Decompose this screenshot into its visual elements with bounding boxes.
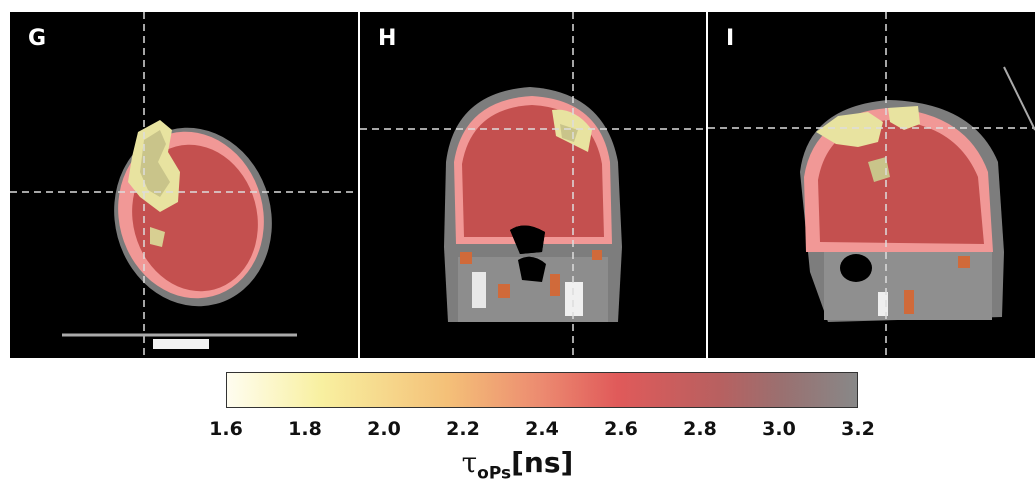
panel-g-axial: G xyxy=(10,12,358,358)
colorbar-tick: 2.6 xyxy=(604,418,638,440)
colorbar-label-unit: [ns] xyxy=(511,446,574,479)
colorbar-tick: 2.8 xyxy=(683,418,717,440)
colorbar-tick: 1.8 xyxy=(288,418,322,440)
panel-label-i: I xyxy=(726,26,735,51)
sagittal-head-image xyxy=(708,12,1035,358)
divider-right xyxy=(706,12,708,358)
colorbar-label-subscript: oPs xyxy=(477,463,512,484)
panel-i-sagittal: I xyxy=(708,12,1035,358)
colorbar-tick: 2.4 xyxy=(525,418,559,440)
panel-label-g: G xyxy=(28,26,47,51)
colorbar-tick: 2.0 xyxy=(367,418,401,440)
colorbar-tick: 2.2 xyxy=(446,418,480,440)
colorbar-tick: 3.2 xyxy=(841,418,875,440)
panel-label-h: H xyxy=(378,26,397,51)
divider-left xyxy=(358,12,360,358)
axial-head-image xyxy=(10,12,358,358)
colorbar-ticks: 1.6 1.8 2.0 2.2 2.4 2.6 2.8 3.0 3.2 xyxy=(0,418,1035,446)
colorbar xyxy=(226,372,858,408)
panel-h-coronal: H xyxy=(360,12,706,358)
coronal-head-image xyxy=(360,12,706,358)
colorbar-tick: 3.0 xyxy=(762,418,796,440)
colorbar-label-symbol: τ xyxy=(461,446,478,479)
colorbar-tick: 1.6 xyxy=(209,418,243,440)
colorbar-label: τoPs[ns] xyxy=(0,446,1035,484)
